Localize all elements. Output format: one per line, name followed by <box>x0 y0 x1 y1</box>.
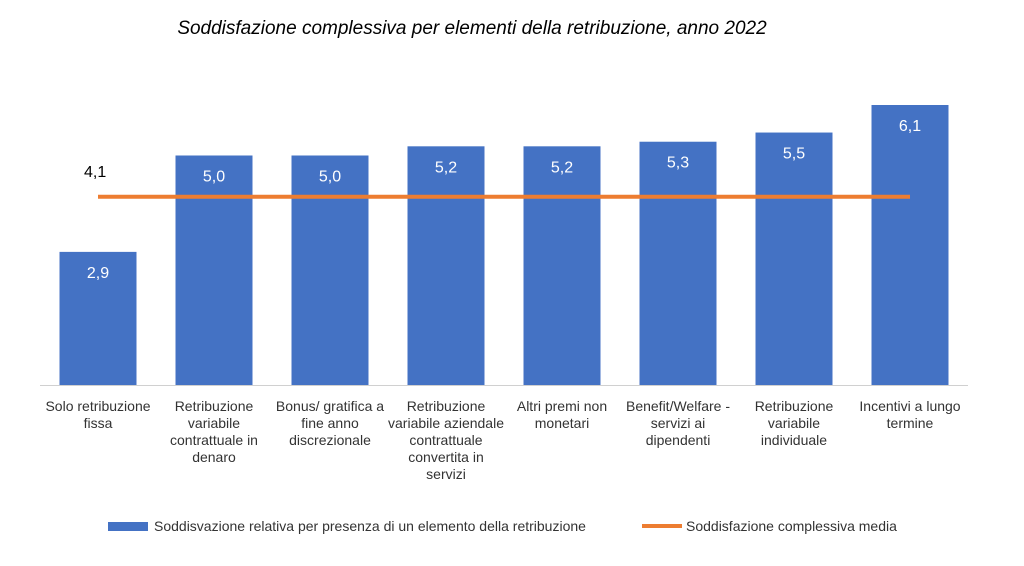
legend-item-line: Soddisfazione complessiva media <box>642 518 897 534</box>
legend: Soddisvazione relativa per presenza di u… <box>0 518 1024 538</box>
category-label-5: Altri premi non monetari <box>516 398 608 431</box>
legend-label-bars: Soddisvazione relativa per presenza di u… <box>154 518 586 534</box>
bar-value-label-7: 5,5 <box>783 146 805 163</box>
bar-4 <box>407 146 485 385</box>
average-line-label: 4,1 <box>84 164 106 181</box>
legend-item-bars: Soddisvazione relativa per presenza di u… <box>108 518 586 534</box>
bar-2 <box>175 155 253 385</box>
bar-1 <box>59 251 137 385</box>
chart-title: Soddisfazione complessiva per elementi d… <box>177 18 767 39</box>
bar-value-label-3: 5,0 <box>319 168 341 185</box>
bar-5 <box>523 146 601 385</box>
legend-swatch-bar <box>108 521 148 531</box>
bar-value-label-5: 5,2 <box>551 159 573 176</box>
category-label-6: Benefit/Welfare - servizi ai dipendenti <box>625 398 730 448</box>
category-label-2: Retribuzione variabile contrattuale in d… <box>170 398 258 465</box>
category-label-1: Solo retribuzione fissa <box>45 398 151 431</box>
category-label-7: Retribuzione variabile individuale <box>754 398 834 448</box>
bar-6 <box>639 141 717 385</box>
bar-7 <box>755 132 833 385</box>
bar-8 <box>871 105 949 385</box>
category-label-4: Retribuzione variabile aziendale contrat… <box>388 398 504 482</box>
bar-value-label-1: 2,9 <box>87 265 109 282</box>
category-label-3: Bonus/ gratifica a fine anno discreziona… <box>275 398 385 448</box>
category-label-8: Incentivi a lungo termine <box>859 398 961 431</box>
bar-value-label-8: 6,1 <box>899 118 921 135</box>
bar-value-label-4: 5,2 <box>435 159 457 176</box>
legend-swatch-line <box>642 524 682 528</box>
bar-value-label-2: 5,0 <box>203 168 225 185</box>
bar-3 <box>291 155 369 385</box>
legend-label-line: Soddisfazione complessiva media <box>686 518 897 534</box>
bar-value-label-6: 5,3 <box>667 155 689 172</box>
